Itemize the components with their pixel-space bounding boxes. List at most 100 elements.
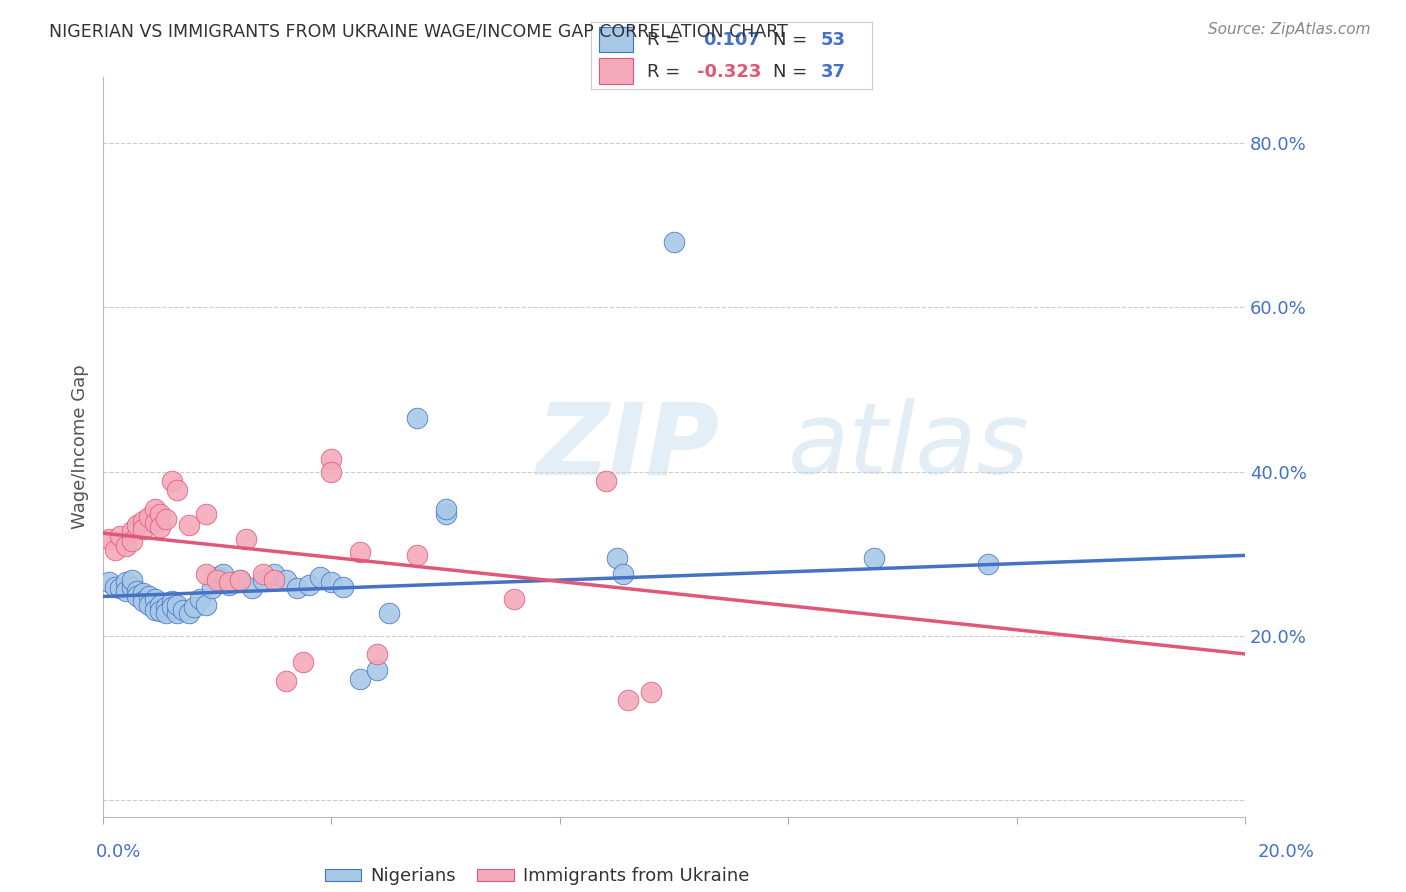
Point [160, 594, 183, 608]
Point [218, 575, 240, 590]
Point [103, 580, 125, 594]
Point [121, 534, 143, 549]
Point [183, 600, 205, 615]
Point [127, 583, 149, 598]
Point [127, 590, 149, 604]
Point [406, 549, 429, 563]
Point [110, 529, 132, 543]
Point [166, 598, 188, 612]
Point [155, 512, 177, 526]
Point [263, 573, 285, 587]
Text: N =: N = [773, 62, 807, 81]
Point [274, 573, 297, 587]
Text: 53: 53 [821, 30, 846, 49]
Point [235, 532, 257, 546]
Point [160, 600, 183, 615]
Point [349, 672, 371, 686]
Point [218, 578, 240, 592]
Point [127, 518, 149, 533]
Point [503, 591, 526, 606]
Point [349, 545, 371, 559]
Point [862, 550, 884, 565]
Point [366, 647, 388, 661]
Point [121, 580, 143, 594]
Point [321, 452, 343, 467]
Text: N =: N = [773, 30, 807, 49]
Point [143, 501, 166, 516]
FancyBboxPatch shape [599, 27, 633, 53]
Point [132, 514, 155, 528]
Text: 0.0%: 0.0% [96, 843, 141, 861]
Point [97, 532, 120, 546]
Point [115, 583, 138, 598]
Point [115, 539, 138, 553]
Text: Source: ZipAtlas.com: Source: ZipAtlas.com [1208, 22, 1371, 37]
Point [321, 575, 343, 590]
Point [612, 567, 634, 582]
FancyBboxPatch shape [599, 59, 633, 84]
Point [434, 508, 457, 522]
Point [377, 606, 399, 620]
Point [207, 573, 229, 587]
Point [172, 602, 194, 616]
Point [149, 520, 172, 534]
Text: R =: R = [647, 30, 681, 49]
Point [115, 575, 138, 590]
Point [321, 465, 343, 479]
Text: -0.323: -0.323 [697, 62, 762, 81]
Point [121, 524, 143, 538]
Point [229, 573, 252, 587]
Point [194, 567, 217, 582]
Point [240, 581, 263, 595]
Point [143, 516, 166, 530]
Point [188, 591, 211, 606]
Point [121, 573, 143, 587]
Point [252, 567, 274, 582]
Point [406, 411, 429, 425]
Point [309, 570, 332, 584]
Point [155, 606, 177, 620]
Text: 37: 37 [821, 62, 846, 81]
Point [212, 567, 235, 582]
Point [252, 573, 274, 587]
Point [166, 606, 188, 620]
Point [132, 586, 155, 600]
Text: ZIP: ZIP [537, 399, 720, 495]
Point [160, 475, 183, 489]
Text: atlas: atlas [789, 399, 1029, 495]
Point [640, 684, 662, 698]
Point [103, 542, 125, 557]
Point [274, 673, 297, 688]
Point [177, 518, 200, 533]
Point [138, 509, 160, 524]
Point [434, 501, 457, 516]
Point [977, 557, 1000, 571]
Point [366, 664, 388, 678]
Point [132, 522, 155, 536]
Point [194, 598, 217, 612]
Point [166, 483, 188, 497]
Point [143, 591, 166, 606]
Point [662, 235, 685, 249]
Text: R =: R = [647, 62, 681, 81]
Text: NIGERIAN VS IMMIGRANTS FROM UKRAINE WAGE/INCOME GAP CORRELATION CHART: NIGERIAN VS IMMIGRANTS FROM UKRAINE WAGE… [49, 22, 789, 40]
Point [177, 606, 200, 620]
Point [606, 550, 628, 565]
Point [229, 573, 252, 587]
Point [110, 581, 132, 595]
Point [155, 600, 177, 615]
Point [138, 598, 160, 612]
Point [207, 570, 229, 584]
Point [194, 508, 217, 522]
Point [617, 693, 640, 707]
Point [332, 580, 354, 594]
Point [149, 508, 172, 522]
Text: 0.107: 0.107 [703, 30, 759, 49]
Point [200, 581, 222, 595]
Point [138, 590, 160, 604]
Point [97, 575, 120, 590]
Point [132, 594, 155, 608]
Point [149, 604, 172, 618]
Point [285, 581, 308, 595]
Legend: Nigerians, Immigrants from Ukraine: Nigerians, Immigrants from Ukraine [318, 860, 756, 892]
